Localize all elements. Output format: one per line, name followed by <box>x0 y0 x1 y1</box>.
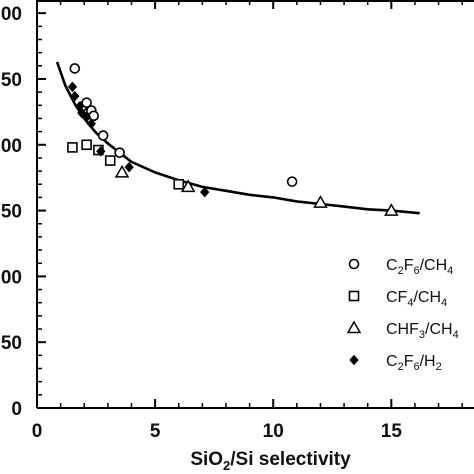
y-tick-label: 00 <box>1 267 22 288</box>
data-point-diamond <box>67 81 78 93</box>
legend-marker-square <box>348 290 360 302</box>
data-point-square <box>104 155 116 166</box>
fit-curve-layer <box>55 61 420 215</box>
data-point-square <box>173 178 185 190</box>
y-axis-ticks: 0 50 00 50 00 50 00 <box>1 4 46 420</box>
y-tick-label: 00 <box>1 4 22 25</box>
legend: C2F6/CH4 CF4/CH4 CHF3/CH4 C2F6/H2 <box>346 257 459 373</box>
data-point-triangle <box>384 203 399 216</box>
fit-curve <box>55 61 420 215</box>
legend-label: CHF3/CH4 <box>386 321 459 341</box>
data-point-square <box>81 139 92 151</box>
x-axis-ticks: 0 5 10 15 <box>32 0 463 442</box>
data-point-diamond <box>81 111 92 123</box>
data-point-diamond <box>124 161 134 173</box>
x-tick-label: 15 <box>381 421 403 442</box>
x-tick-label: 10 <box>263 421 284 442</box>
data-point-diamond <box>86 118 96 129</box>
y-tick-label: 00 <box>1 136 22 157</box>
legend-marker-diamond <box>349 354 359 366</box>
y-tick-label: 50 <box>1 202 22 223</box>
data-point-circle <box>69 63 81 74</box>
y-tick-label: 0 <box>11 399 22 420</box>
data-point-triangle <box>114 164 130 178</box>
data-point-circle <box>81 97 92 108</box>
legend-marker-circle <box>348 258 360 270</box>
data-points <box>67 63 399 216</box>
legend-label: CF4/CH4 <box>386 289 447 309</box>
legend-marker-triangle <box>346 320 362 334</box>
data-point-diamond <box>96 146 106 157</box>
y-tick-label: 50 <box>1 333 22 354</box>
y-tick-label: 50 <box>1 70 22 91</box>
plot-frame <box>36 0 474 409</box>
data-point-circle <box>97 130 109 141</box>
data-point-triangle <box>313 195 328 208</box>
data-point-square <box>67 142 78 153</box>
x-axis-title: SiO2/Si selectivity <box>190 449 351 473</box>
x-tick-label: 5 <box>150 421 161 442</box>
data-point-circle <box>286 176 298 187</box>
data-point-circle <box>88 110 99 122</box>
legend-label: C2F6/CH4 <box>386 257 453 277</box>
legend-label: C2F6/H2 <box>386 353 442 373</box>
data-point-triangle <box>180 179 196 193</box>
data-point-diamond <box>200 186 210 198</box>
data-point-circle <box>114 147 125 158</box>
data-point-diamond <box>70 90 80 102</box>
x-tick-label: 0 <box>32 421 43 442</box>
